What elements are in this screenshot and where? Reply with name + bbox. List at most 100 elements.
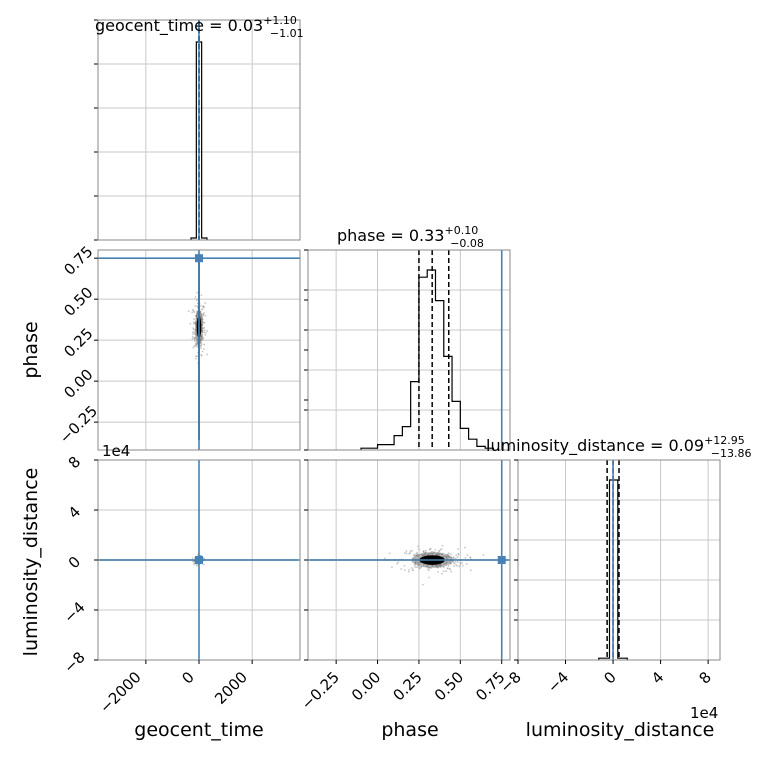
scatter-point: [391, 566, 393, 569]
frame-geocent_time-hist: [97, 19, 301, 241]
scatter-point: [416, 566, 418, 569]
tick-label-phase-x: 0.25: [389, 668, 425, 704]
scatter-point: [450, 556, 453, 559]
scatter-point: [414, 562, 417, 565]
scatter-point: [446, 561, 448, 564]
tick-label-phase-y: 0.50: [60, 283, 96, 319]
truth-marker: [195, 556, 203, 564]
scatter-point: [200, 294, 203, 297]
scatter-point: [195, 339, 198, 341]
scatter-point: [482, 554, 485, 557]
scatter-point: [203, 329, 206, 332]
scatter-point: [461, 561, 463, 564]
scatter-point: [411, 549, 413, 552]
scatter-point: [202, 348, 205, 351]
panel-luminosity_distance-hist: [514, 459, 721, 661]
scatter-point: [408, 552, 411, 555]
title-plus: +1.10: [263, 14, 297, 27]
scatter-point: [204, 314, 207, 317]
scatter-point: [201, 318, 204, 321]
scatter-point: [441, 553, 443, 556]
scatter-point: [194, 330, 197, 332]
tick-label-phase-x: 0.00: [348, 668, 384, 704]
scatter-point: [201, 350, 204, 353]
scatter-point: [417, 565, 420, 568]
tick-label-luminosity_distance-x: 8: [695, 668, 714, 687]
scatter-point: [431, 564, 434, 567]
tick-label-luminosity_distance-y: −8: [60, 648, 88, 676]
scatter-point: [466, 554, 469, 557]
scatter-point: [418, 548, 420, 551]
scatter-point: [441, 544, 444, 547]
scatter-point: [191, 337, 194, 340]
scatter-point: [442, 566, 445, 569]
panel-luminosity_distance-vs-geocent_time: [97, 459, 301, 661]
scatter-point: [192, 335, 194, 338]
hist-bin: [378, 445, 395, 450]
scatter-point: [411, 569, 414, 571]
tick-label-luminosity_distance-x: 0: [600, 668, 619, 687]
tick-label-luminosity_distance-y: 8: [65, 453, 84, 472]
scatter-point: [405, 550, 408, 553]
scatter-point: [199, 310, 202, 313]
scatter-point: [194, 322, 196, 325]
hist-bin: [435, 301, 443, 450]
title-minus: −13.86: [711, 447, 752, 460]
scatter-point: [201, 316, 204, 319]
scatter-point: [418, 567, 421, 570]
scatter-point: [409, 550, 412, 553]
scatter-point: [449, 562, 452, 565]
scatter-point: [436, 564, 439, 567]
grid-geocent_time-hist: [94, 19, 300, 241]
hist-step-line: [360, 269, 495, 450]
tick-label-luminosity_distance-x: 4: [648, 668, 667, 687]
title-minus: −1.01: [270, 27, 304, 40]
scatter-point: [454, 557, 457, 560]
scatter-point: [442, 563, 445, 565]
scatter-point: [412, 554, 415, 556]
scatter-point: [437, 565, 440, 568]
scatter-point: [203, 343, 206, 346]
scatter-point: [192, 346, 195, 349]
hist-bin: [419, 277, 427, 450]
scatter-point: [403, 564, 406, 567]
scatter-point: [423, 552, 426, 555]
scatter-point: [423, 554, 426, 557]
scatter-point: [193, 318, 195, 320]
scatter-point: [454, 561, 457, 563]
scatter-point: [469, 569, 472, 572]
panel-geocent_time-hist: [94, 19, 301, 241]
scatter-point: [432, 550, 435, 553]
ylabel-luminosity_distance: luminosity_distance: [20, 468, 42, 657]
scatter-point: [447, 567, 449, 570]
scatter-point: [191, 557, 194, 560]
scatter-point: [440, 548, 443, 550]
title-main: phase = 0.33: [337, 226, 444, 245]
scatter-point: [434, 564, 437, 567]
scatter-point: [201, 334, 204, 336]
tick-label-phase-y: −0.25: [56, 402, 101, 447]
scatter-point: [422, 564, 425, 566]
scatter-point: [429, 547, 432, 550]
panel-luminosity_distance-vs-phase: [307, 459, 511, 661]
scatter-point: [195, 357, 197, 360]
hist-bin: [452, 401, 460, 450]
scatter-point: [458, 565, 461, 568]
truth-marker: [195, 254, 203, 263]
scatter-point: [427, 566, 430, 569]
scatter-point: [441, 572, 443, 575]
scatter-point: [422, 551, 425, 553]
scatter-point: [456, 564, 458, 567]
scatter-phase-vs-geocent_time: [98, 250, 300, 450]
scatter-point: [195, 312, 198, 314]
histogram-phase: [360, 250, 503, 450]
scatter-point: [195, 331, 198, 334]
panel-phase-vs-geocent_time: [97, 249, 301, 451]
scatter-point: [442, 570, 445, 572]
scatter-point: [194, 296, 197, 299]
scatter-point: [200, 347, 203, 350]
scatter-point: [201, 327, 204, 330]
scatter-point: [193, 340, 196, 342]
histogram-geocent_time: [190, 20, 208, 240]
